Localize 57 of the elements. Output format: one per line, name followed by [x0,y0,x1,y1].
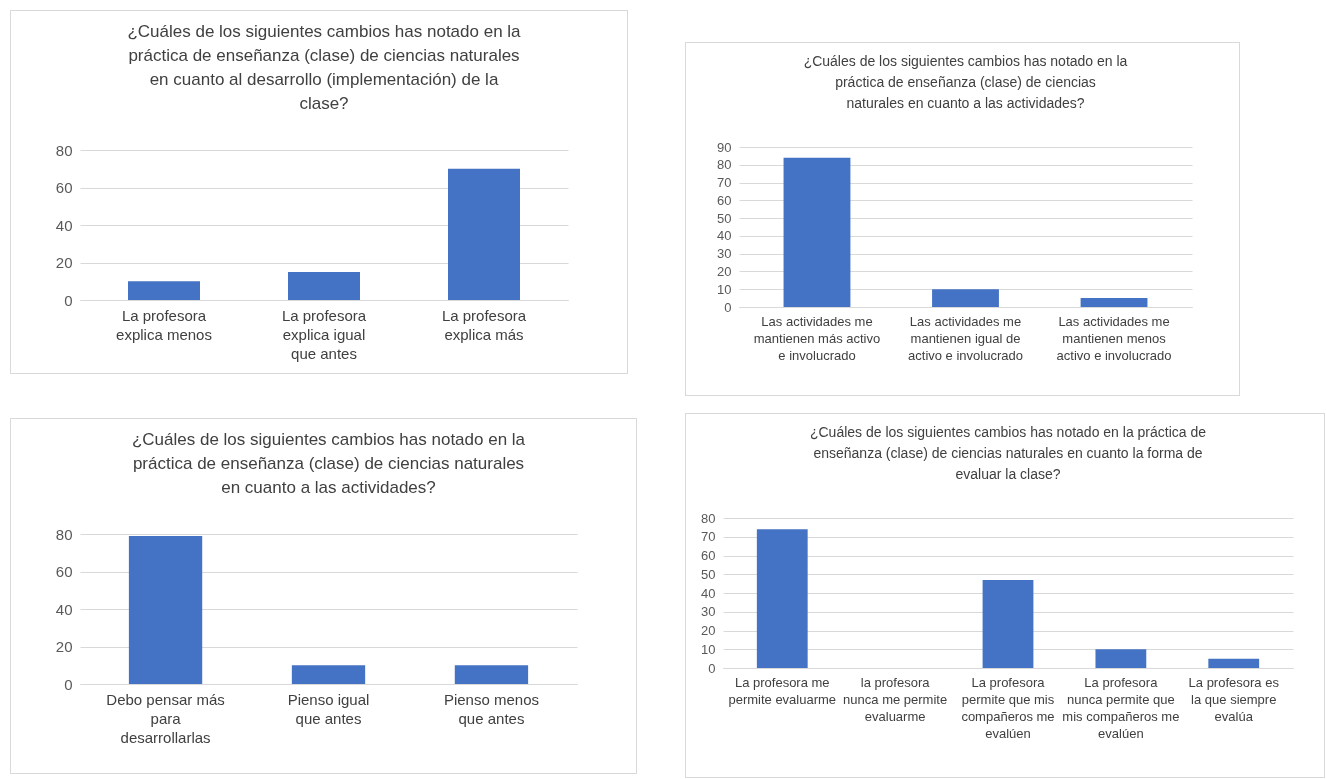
x-tick-label: La profesora permite que mis compañeros me evalúen [961,674,1055,741]
y-tick-label: 0 [64,675,73,693]
y-tick-label: 60 [701,548,716,563]
chart-title: ¿Cuáles de los siguientes cambios has notado en la práctica de enseñanza (clase) de ciencias naturales en cuanto a las actividades? [803,53,1128,111]
x-tick-label: la profesora nunca me permite evaluarme [843,674,948,724]
y-tick-label: 70 [701,529,716,545]
bar [982,579,1034,668]
chart-title: ¿Cuáles de los siguientes cambios has notado en la práctica de enseñanza (clase) de ciencias naturales en cuanto la forma de evaluar la clase? [809,424,1207,482]
y-tick-label: 80 [701,510,716,526]
x-tick-label: La profesora explica más [441,306,527,343]
x-tick-label: Debo pensar más para desarrollarlas [106,690,225,746]
x-tick-label: Pienso menos que antes [443,690,539,727]
bar [1208,658,1260,668]
y-tick-label: 70 [717,175,732,191]
y-tick-label: 60 [717,192,732,208]
y-tick-label: 10 [701,641,716,657]
x-tick-label: La profesora me permite evaluarme [728,674,837,707]
bar [128,281,200,300]
chart-title: ¿Cuáles de los siguientes cambios has notado en la práctica de enseñanza (clase) de ciencias naturales en cuanto a las actividades? [131,430,526,497]
y-tick-label: 30 [717,246,732,262]
y-tick-label: 20 [55,638,73,655]
x-tick-label: La profesora explica igual que antes [281,306,367,362]
bar [448,168,520,300]
y-tick-label: 20 [55,254,73,271]
y-tick-label: 90 [717,139,732,155]
x-tick-label: Pienso igual que antes [287,690,370,727]
x-tick-label: Las actividades me mantienen más activo e involucrado [753,313,881,363]
y-tick-label: 80 [717,157,732,173]
y-tick-label: 40 [55,216,73,234]
bar [932,289,999,307]
bar [756,529,808,668]
y-tick-label: 20 [717,263,732,279]
y-tick-label: 60 [55,179,73,196]
y-tick-label: 60 [55,563,73,580]
bar [288,271,360,300]
chart-title: ¿Cuáles de los siguientes cambios has notado en la práctica de enseñanza (clase) de ciencias naturales en cuanto al desarrollo (implementación) de la clase? [127,22,522,113]
y-tick-label: 80 [55,525,73,543]
y-tick-label: 10 [717,281,732,297]
y-tick-label: 0 [724,299,732,315]
y-tick-label: 20 [701,623,716,638]
y-tick-label: 40 [55,600,73,618]
bar [1080,298,1148,307]
y-tick-label: 50 [701,566,716,582]
x-tick-label: La profesora explica menos [116,306,212,343]
x-tick-label: La profesora es la que siempre evalúa [1188,674,1280,724]
x-tick-label: Las actividades me mantienen menos activo e involucrado [1056,313,1172,363]
y-tick-label: 50 [717,210,732,226]
y-tick-label: 0 [64,291,73,309]
y-tick-label: 0 [708,660,716,676]
bar [1095,649,1147,668]
bar [783,157,851,307]
y-tick-label: 80 [55,141,73,159]
y-tick-label: 40 [701,585,716,601]
y-tick-label: 30 [701,604,716,620]
x-tick-label: Las actividades me mantienen igual de activo e involucrado [908,313,1023,363]
y-tick-label: 40 [717,228,732,244]
x-tick-label: La profesora nunca permite que mis compañeros me evalúen [1062,674,1180,741]
